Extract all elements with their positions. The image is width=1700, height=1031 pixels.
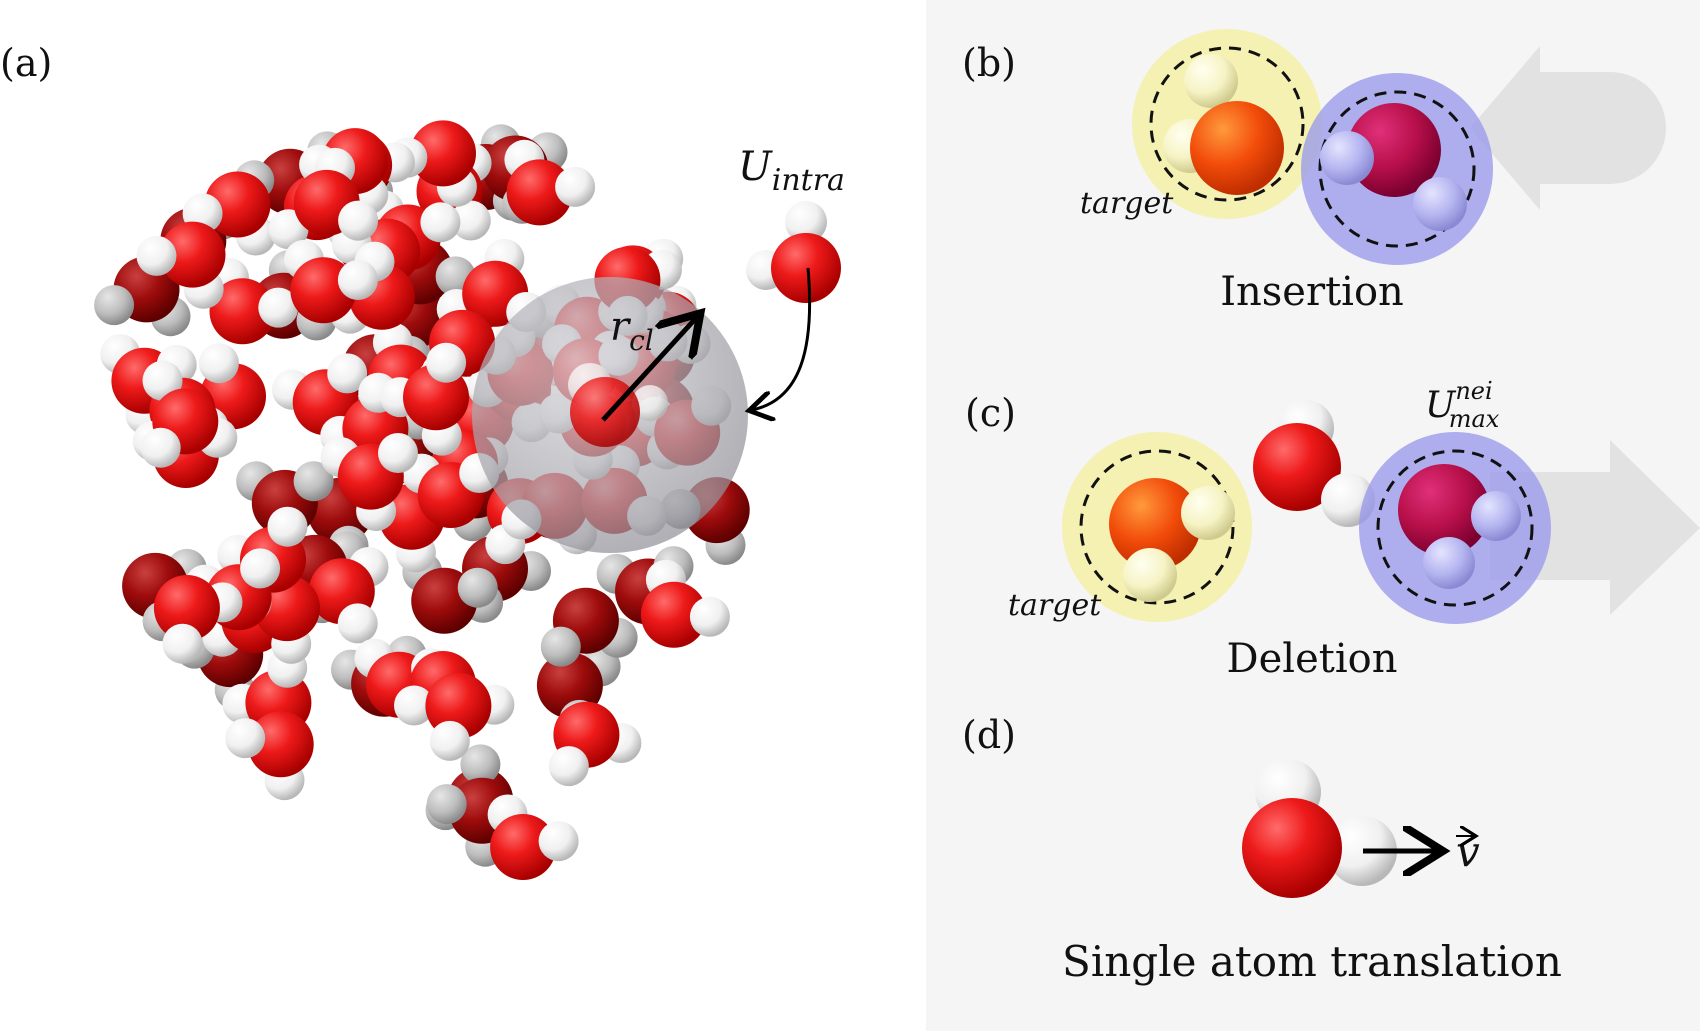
panel-c-label: (c) — [965, 391, 1016, 435]
intra-energy-arrow — [752, 267, 812, 410]
neighbor-cutoff-c — [1376, 449, 1534, 607]
target-label-c: target — [1008, 588, 1102, 623]
panel-d: (d) v Single atom translation — [962, 713, 1562, 986]
panel-b-label: (b) — [962, 41, 1016, 85]
panel-a-label: (a) — [0, 41, 52, 85]
deletion-caption: Deletion — [1227, 636, 1398, 682]
radius-arrow — [601, 317, 697, 422]
insertion-direction-arrow — [1470, 46, 1666, 210]
neighbor-cutoff-b — [1318, 90, 1476, 248]
insertion-caption: Insertion — [1220, 269, 1404, 315]
neighbor-oxygen-c — [1398, 464, 1490, 556]
intra-energy-label: Uintra — [738, 144, 845, 198]
deletion-direction-arrow — [1490, 440, 1700, 615]
translation-caption: Single atom translation — [1062, 937, 1562, 986]
center-water-molecule — [568, 363, 668, 447]
vector-label: v — [1456, 827, 1480, 876]
neighbor-oxygen-b — [1347, 103, 1441, 197]
panel-c: (c) target Unei max Deletion — [965, 377, 1700, 682]
target-cutoff-b — [1149, 46, 1305, 202]
target-oxygen-b — [1190, 101, 1284, 195]
target-oxygen-c — [1109, 478, 1201, 570]
panel-a: (a) rcl Uintra — [0, 41, 845, 880]
target-label-b: target — [1080, 186, 1174, 221]
middle-water-molecule — [1253, 400, 1375, 527]
panel-d-label: (d) — [962, 713, 1016, 757]
isolated-water-molecule — [746, 201, 841, 303]
translated-water-molecule — [1242, 759, 1397, 898]
radius-label: rcl — [610, 304, 654, 357]
max-neighbor-energy-label: Unei max — [1425, 377, 1500, 433]
target-cutoff-c — [1079, 449, 1235, 605]
panel-b: (b) target Insertion — [962, 29, 1666, 315]
